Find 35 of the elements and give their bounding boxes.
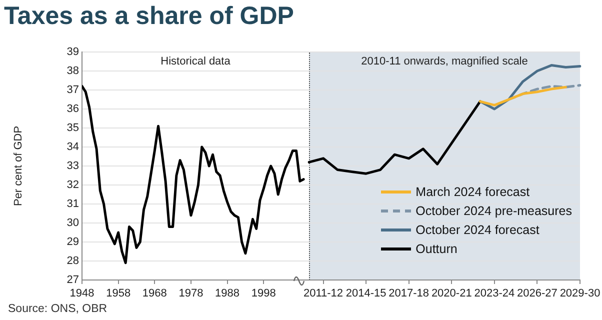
legend-label: March 2024 forecast [416,184,530,198]
legend-label: October 2024 forecast [416,222,540,236]
y-tick-label: 30 [66,217,79,230]
y-tick-label: 37 [66,84,79,96]
x-tick-label: 1948 [70,288,94,300]
source-note: Source: ONS, OBR [8,303,108,315]
chart-title: Taxes as a share of GDP [4,2,294,31]
y-tick-label: 38 [66,65,79,78]
annotation: 2010-11 onwards, magnified scale [361,56,528,68]
x-tick-label: 2026-27 [517,288,558,300]
x-tick-label: 1968 [142,288,167,300]
y-tick-label: 35 [66,122,79,134]
x-tick-label: 2029-30 [560,288,600,300]
x-tick-label: 1958 [106,288,131,300]
y-tick-label: 29 [66,236,79,248]
x-tick-label: 1998 [251,288,276,300]
y-tick-label: 36 [66,103,79,116]
x-tick-label: 2017-18 [388,288,430,300]
y-tick-label: 33 [66,160,79,172]
y-tick-label: 34 [66,141,79,154]
y-axis-title: Per cent of GDP [12,126,25,206]
y-tick-label: 39 [66,46,79,58]
legend-label: Outturn [416,242,458,256]
annotation: Historical data [160,56,232,68]
x-tick-label: 1978 [178,288,204,300]
x-tick-label: 2014-15 [346,288,386,300]
legend-label: October 2024 pre-measures [416,204,572,218]
x-tick-label: 2011-12 [303,288,344,300]
x-tick-label: 2023-24 [474,288,515,300]
y-tick-label: 28 [66,255,79,268]
x-tick-label: 1988 [215,288,240,300]
y-tick-label: 27 [66,274,79,286]
y-tick-label: 32 [66,179,79,192]
y-tick-label: 31 [66,198,79,210]
x-tick-label: 2020-21 [431,288,472,300]
